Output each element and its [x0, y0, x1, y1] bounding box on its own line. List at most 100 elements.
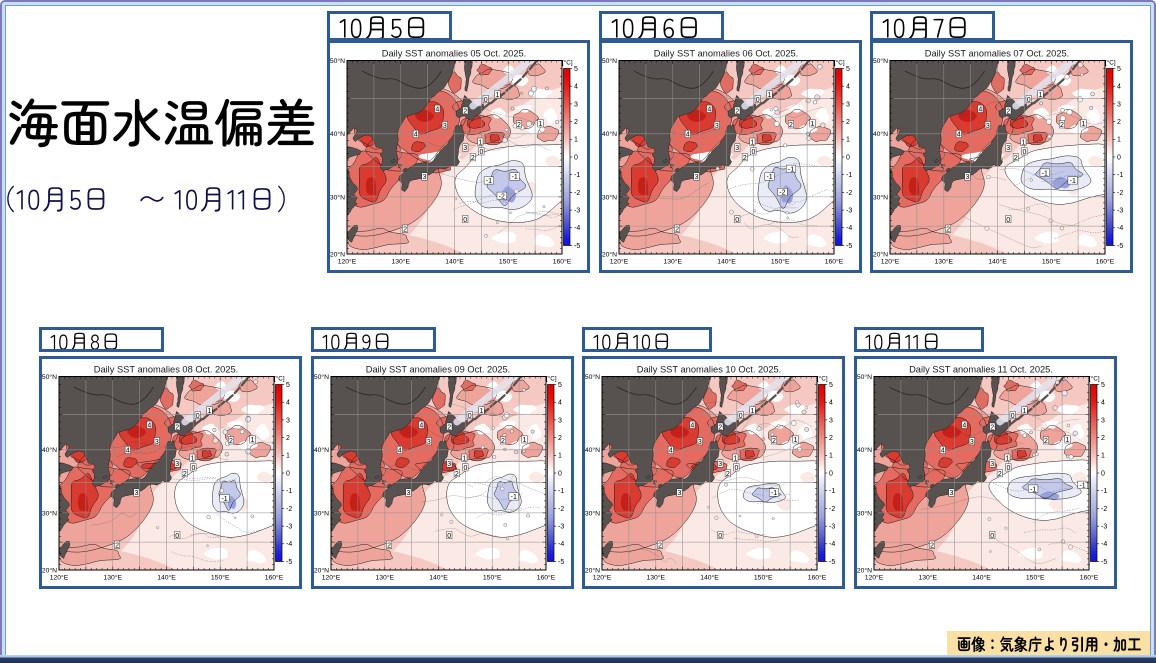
svg-text:3: 3 [846, 101, 850, 108]
svg-text:-2: -2 [286, 505, 292, 512]
svg-text:2: 2 [558, 435, 562, 442]
svg-text:2: 2 [735, 108, 739, 115]
svg-text:1: 1 [829, 452, 833, 459]
svg-text:0: 0 [1027, 96, 1031, 103]
svg-text:-1: -1 [574, 172, 580, 179]
svg-text:30°N: 30°N [585, 509, 600, 517]
svg-text:3: 3 [829, 417, 833, 424]
svg-text:1: 1 [539, 121, 543, 128]
svg-text:4: 4 [957, 131, 961, 138]
svg-text:20°N: 20°N [42, 566, 57, 574]
svg-text:2: 2 [115, 542, 119, 549]
svg-text:0: 0 [467, 412, 471, 419]
svg-text:1: 1 [522, 437, 526, 444]
svg-text:2: 2 [946, 226, 950, 233]
svg-text:20°N: 20°N [314, 566, 329, 574]
svg-text:2: 2 [789, 122, 793, 129]
svg-text:0: 0 [739, 412, 743, 419]
svg-text:160°E: 160°E [1079, 573, 1098, 581]
svg-text:1: 1 [286, 452, 290, 459]
svg-text:5: 5 [1117, 65, 1121, 72]
svg-text:0: 0 [718, 532, 722, 539]
svg-text:1: 1 [479, 408, 483, 415]
svg-text:3: 3 [694, 174, 698, 181]
svg-text:0: 0 [196, 412, 200, 419]
svg-text:-3: -3 [286, 523, 292, 530]
svg-text:[°C]: [°C] [834, 58, 845, 66]
svg-text:30°N: 30°N [873, 193, 888, 201]
svg-text:2: 2 [463, 108, 467, 115]
svg-text:-1: -1 [1042, 170, 1048, 177]
svg-text:[°C]: [°C] [546, 374, 557, 382]
svg-text:0: 0 [574, 154, 578, 161]
svg-text:20°N: 20°N [602, 250, 617, 258]
svg-text:130°E: 130°E [375, 573, 394, 581]
svg-text:2: 2 [846, 119, 850, 126]
svg-text:[°C]: [°C] [1105, 58, 1116, 66]
svg-text:140°E: 140°E [157, 573, 176, 581]
svg-text:3: 3 [426, 438, 430, 445]
svg-text:Daily SST anomalies 09 Oct. 20: Daily SST anomalies 09 Oct. 2025. [365, 364, 510, 374]
svg-text:-1: -1 [1029, 486, 1035, 493]
svg-text:1: 1 [750, 139, 754, 146]
svg-text:30°N: 30°N [330, 193, 345, 201]
svg-text:4: 4 [1101, 399, 1105, 406]
svg-text:1: 1 [190, 455, 194, 462]
svg-text:1: 1 [1039, 92, 1043, 99]
svg-text:[°C]: [°C] [562, 58, 573, 66]
svg-text:-4: -4 [829, 541, 835, 548]
svg-text:150°E: 150°E [211, 573, 230, 581]
svg-text:-3: -3 [1101, 523, 1107, 530]
svg-text:3: 3 [422, 174, 426, 181]
svg-text:140°E: 140°E [429, 573, 448, 581]
svg-text:1: 1 [208, 408, 212, 415]
svg-text:-3: -3 [846, 207, 852, 214]
svg-text:-3: -3 [1117, 207, 1123, 214]
svg-text:-1: -1 [787, 166, 793, 173]
svg-text:3: 3 [949, 490, 953, 497]
svg-text:4: 4 [435, 106, 439, 113]
svg-text:-1: -1 [771, 490, 777, 497]
svg-text:0: 0 [829, 470, 833, 477]
svg-text:3: 3 [718, 461, 722, 468]
svg-text:2: 2 [742, 154, 746, 161]
svg-text:5: 5 [286, 381, 290, 388]
svg-text:130°E: 130°E [104, 573, 123, 581]
svg-text:2: 2 [183, 470, 187, 477]
svg-text:160°E: 160°E [1096, 257, 1115, 265]
svg-text:4: 4 [978, 106, 982, 113]
svg-text:0: 0 [1006, 216, 1010, 223]
svg-text:2: 2 [718, 424, 722, 431]
svg-text:-2: -2 [846, 189, 852, 196]
svg-text:4: 4 [286, 399, 290, 406]
svg-text:-2: -2 [779, 189, 785, 196]
svg-text:3: 3 [986, 122, 990, 129]
svg-text:150°E: 150°E [482, 573, 501, 581]
svg-text:50°N: 50°N [314, 372, 329, 380]
svg-text:5: 5 [829, 381, 833, 388]
svg-text:50°N: 50°N [873, 56, 888, 64]
svg-text:0: 0 [735, 216, 739, 223]
svg-text:1: 1 [558, 452, 562, 459]
svg-text:50°N: 50°N [42, 372, 57, 380]
svg-text:4: 4 [685, 131, 689, 138]
svg-text:1: 1 [462, 455, 466, 462]
svg-text:3: 3 [677, 490, 681, 497]
svg-text:-2: -2 [1117, 189, 1123, 196]
svg-text:4: 4 [147, 422, 151, 429]
svg-text:120°E: 120°E [321, 573, 340, 581]
svg-text:2: 2 [1044, 438, 1048, 445]
svg-text:1: 1 [846, 136, 850, 143]
svg-text:Daily SST anomalies 06 Oct. 20: Daily SST anomalies 06 Oct. 2025. [653, 48, 798, 58]
svg-text:20°N: 20°N [857, 566, 872, 574]
svg-text:130°E: 130°E [935, 257, 954, 265]
svg-text:4: 4 [962, 422, 966, 429]
svg-text:4: 4 [126, 447, 130, 454]
svg-text:1: 1 [767, 92, 771, 99]
svg-text:120°E: 120°E [881, 257, 900, 265]
svg-text:120°E: 120°E [50, 573, 69, 581]
svg-text:50°N: 50°N [602, 56, 617, 64]
svg-text:0: 0 [734, 465, 738, 472]
svg-text:-4: -4 [1117, 225, 1123, 232]
svg-text:0: 0 [1022, 149, 1026, 156]
